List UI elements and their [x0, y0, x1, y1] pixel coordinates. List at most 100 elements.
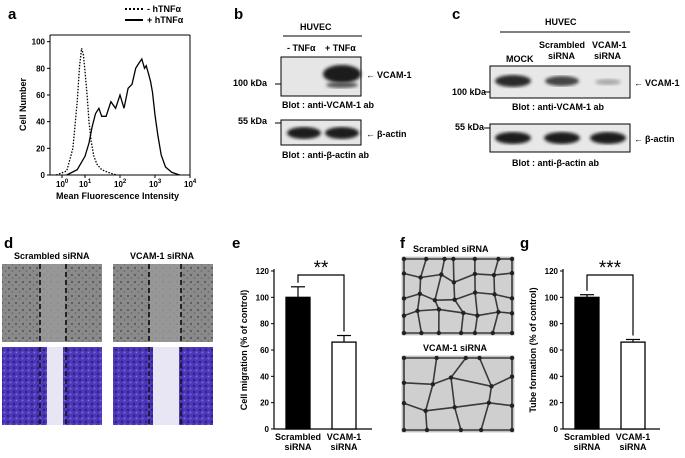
panel-f-scrambled-node [432, 297, 438, 303]
panel-f-scrambled-tube [416, 310, 423, 334]
panel-b-actin-band-1 [287, 127, 321, 139]
panel-f-vcam-node [509, 374, 515, 379]
panel-c-blot-top-label: Blot : anti-VCAM-1 ab [512, 102, 604, 112]
panel-f-tube-network-vcam [401, 355, 515, 433]
series-plus-tnf-line [66, 57, 180, 176]
panel-letter-e: e [232, 235, 240, 252]
panel-b-blot-top-label: Blot : anti-VCAM-1 ab [282, 100, 374, 110]
panel-c-band-bottom: β-actin [645, 134, 675, 144]
panel-f-scrambled-tube [475, 291, 495, 296]
panel-f-scrambled-node [496, 256, 501, 262]
panel-f-scrambled-node [475, 313, 480, 318]
panel-f-scrambled-tube [454, 291, 476, 301]
panel-f-scrambled-tube [477, 311, 499, 317]
panel-f-scrambled-node [492, 292, 497, 297]
panel-f-scrambled-tube [403, 272, 421, 279]
panel-f-top-label: Scrambled siRNA [413, 244, 489, 254]
panel-f-vcam-node [401, 380, 407, 385]
panel-f-scrambled-node [419, 330, 424, 336]
panel-d-col2-label: VCAM-1 siRNA [130, 251, 195, 261]
panel-d-gap-scrambled-gray [40, 264, 66, 342]
panel-c-actin-band-3 [590, 132, 626, 144]
plot-g-ytick-label: 100 [545, 293, 559, 302]
panel-f-vcam-node [486, 400, 492, 406]
panel-f-vcam-tube [432, 357, 438, 385]
panel-f-vcam-node [478, 427, 484, 433]
panel-c-actin-band-1 [495, 132, 531, 144]
panel-b-western-blot: HUVEC - TNFα + TNFα 100 kDa ← VCAM-1 Blo… [233, 22, 412, 160]
panel-f-vcam-tube [432, 376, 452, 386]
panel-f-scrambled-tube [493, 258, 500, 276]
plot-a-yticks: 0 20 40 60 80 100 [32, 38, 50, 180]
panel-f-scrambled-node [424, 256, 429, 262]
plot-a-xtick-exponent: 4 [193, 179, 197, 185]
panel-d-gap-vcam-stain [153, 347, 179, 425]
panel-f-scrambled-tube [440, 273, 455, 284]
panel-f-vcam-tube [450, 377, 456, 408]
panel-f-vcam-node [434, 355, 439, 361]
panel-f-scrambled-node [509, 256, 515, 262]
plot-e-significance-bracket [297, 274, 345, 332]
plot-a-xtick-base: 10 [56, 180, 65, 189]
plot-a-xticks: 100 101 102 103 104 [56, 175, 197, 189]
panel-f-scrambled-tube [494, 293, 513, 300]
panel-f-vcam-node [423, 408, 428, 414]
panel-f-scrambled-tube [474, 315, 479, 334]
panel-f-vcam-node [430, 382, 436, 387]
panel-f-scrambled-node [451, 256, 456, 262]
plot-g-xtick-label-l1: VCAM-1 [616, 432, 651, 442]
panel-c-vcam-band-scrambled [545, 76, 579, 86]
panel-f-tube-network-scrambled [401, 256, 515, 336]
panel-f-scrambled-node [401, 271, 407, 276]
plot-e-ytick-label: 0 [265, 425, 270, 434]
panel-f-tube-formation: Scrambled siRNA VCAM-1 siRNA [401, 244, 515, 433]
plot-e-xtick-label-l2: siRNA [284, 442, 312, 452]
panel-f-scrambled-tube [438, 308, 464, 314]
plot-a-xtick-base: 10 [184, 180, 193, 189]
plot-a-xtick-label: 102 [114, 179, 127, 189]
panel-f-scrambled-node [401, 256, 407, 262]
plot-e-ytick-label: 40 [260, 372, 269, 381]
panel-f-scrambled-node [472, 290, 478, 295]
panel-f-vcam-node [401, 401, 407, 406]
plot-g-ytick-label: 0 [554, 425, 559, 434]
panel-f-scrambled-node [418, 275, 423, 280]
panel-f-vcam-tube [491, 375, 513, 388]
panel-letter-g: g [520, 235, 529, 252]
panel-b-band-top: VCAM-1 [377, 70, 412, 80]
plot-g-significance-stars: *** [599, 258, 622, 279]
panel-d-wound-healing: Scrambled siRNA VCAM-1 siRNA [2, 251, 213, 425]
panel-f-scrambled-tube [434, 274, 443, 301]
panel-f-scrambled-node [509, 311, 515, 316]
panel-b-vcam-band [323, 65, 361, 83]
panel-f-scrambled-node [442, 256, 447, 262]
panel-f-scrambled-tube [440, 258, 446, 275]
panel-c-cell-label: HUVEC [545, 17, 577, 27]
panel-c-mw-top: 100 kDa [452, 87, 487, 97]
panel-b-actin-band-2 [325, 127, 359, 139]
panel-f-vcam-tube [425, 406, 455, 412]
panel-f-vcam-node [424, 427, 430, 433]
panel-f-vcam-tube [403, 402, 426, 412]
plot-a-xtick-base: 10 [79, 180, 88, 189]
plot-g-ylabel: Tube formation (% of control) [528, 287, 538, 412]
panel-f-scrambled-node [401, 330, 407, 336]
series-minus-tnf-line [55, 48, 117, 176]
plot-e-xtick-label-l1: VCAM-1 [327, 432, 362, 442]
panel-f-scrambled-node [452, 297, 457, 302]
panel-c-vcam-band-sirna [595, 79, 621, 85]
panel-c-lane3-l2: siRNA [594, 51, 622, 61]
panel-b-blot-top [280, 56, 362, 97]
panel-f-scrambled-tube [416, 293, 421, 311]
panel-f-vcam-tube [450, 357, 467, 379]
panel-f-vcam-tube [454, 402, 489, 409]
panel-f-scrambled-node [401, 296, 407, 301]
panel-f-scrambled-node [509, 330, 515, 336]
panel-b-lane1: - TNFα [287, 43, 316, 53]
panel-c-band-top: VCAM-1 [645, 78, 680, 88]
panel-f-vcam-tube [488, 402, 513, 407]
panel-f-vcam-tube [478, 357, 493, 387]
plot-a-ytick-label: 0 [41, 171, 46, 180]
